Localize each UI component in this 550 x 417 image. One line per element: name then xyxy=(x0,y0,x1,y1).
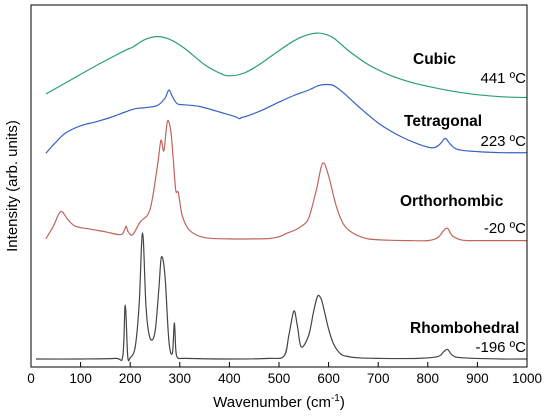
x-tick-label: 100 xyxy=(69,371,92,386)
series-line-rhombohedral xyxy=(35,232,528,362)
y-axis-title: Intensity (arb. units) xyxy=(4,120,21,252)
x-tick-label: 500 xyxy=(268,371,291,386)
temperature-label-cubic: 441 ºC xyxy=(480,70,526,87)
temperature-label-tetragonal: 223 ºC xyxy=(480,133,526,150)
x-axis-title-superscript: -1 xyxy=(331,393,340,404)
temperature-label-orthorhombic: -20 ºC xyxy=(484,220,526,237)
series-label-layer: Cubic 441 ºC Tetragonal 223 ºC Orthorhombic -… xyxy=(400,51,526,356)
phase-label-cubic: Cubic xyxy=(413,51,456,68)
series-line-cubic xyxy=(45,32,528,99)
x-axis-title-end: ) xyxy=(340,394,345,411)
x-tick-label: 300 xyxy=(169,371,192,386)
series-line-orthorhombic xyxy=(45,119,527,242)
x-axis-title: Wavenumber (cm-1) xyxy=(213,393,345,411)
x-tick-label: 900 xyxy=(466,371,489,386)
temperature-label-rhombohedral: -196 ºC xyxy=(475,339,526,356)
phase-label-tetragonal: Tetragonal xyxy=(404,113,482,130)
series-layer xyxy=(35,32,528,362)
x-tick-label: 400 xyxy=(218,371,241,386)
x-tick-layer: 0 100 200 300 400 500 600 700 800 900 1000 xyxy=(27,362,542,386)
x-tick-label: 1000 xyxy=(512,371,542,386)
x-tick-label: 800 xyxy=(417,371,440,386)
phase-label-rhombohedral: Rhombohedral xyxy=(410,320,519,337)
phase-label-orthorhombic: Orthorhombic xyxy=(400,193,504,210)
x-tick-label: 200 xyxy=(119,371,142,386)
axis-layer: 0 100 200 300 400 500 600 700 800 900 1000 Wavenum… xyxy=(4,4,542,411)
x-tick-label: 0 xyxy=(27,371,35,386)
series-line-tetragonal xyxy=(45,83,528,154)
x-tick-label: 700 xyxy=(367,371,390,386)
x-tick-label: 600 xyxy=(317,371,340,386)
